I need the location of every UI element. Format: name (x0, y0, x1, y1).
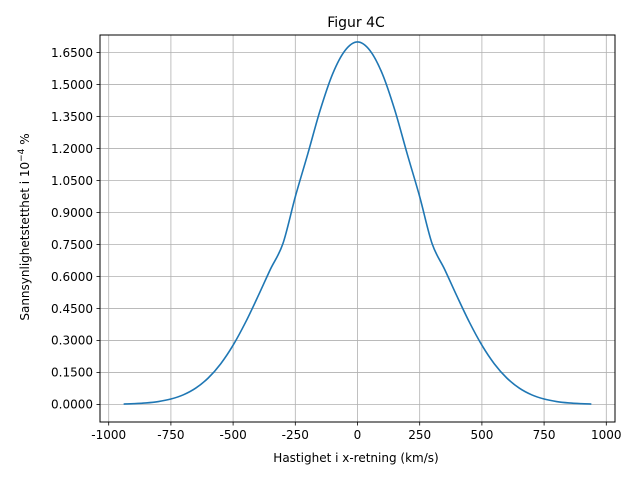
y-tick-label: 0.3000 (51, 334, 93, 348)
y-tick-label: 0.4500 (51, 302, 93, 316)
x-tick-label: 1000 (591, 428, 622, 442)
y-tick-label: 1.5000 (51, 78, 93, 92)
y-axis-label: Sannsynlighetstetthet i 10−4 % (17, 133, 32, 320)
x-axis: -1000 -750 -500 -250 0 250 500 750 1000 (91, 422, 622, 442)
y-tick-label: 0.1500 (51, 366, 93, 380)
series-layer (123, 41, 592, 405)
y-tick-label: 0.6000 (51, 270, 93, 284)
y-axis-label-main: Sannsynlighetstetthet i 10 (18, 162, 32, 321)
y-tick-label: 0.7500 (51, 238, 93, 252)
x-tick-label: -500 (219, 428, 246, 442)
y-tick-label: 0.0000 (51, 398, 93, 412)
grid (100, 35, 615, 422)
y-axis-label-unit: % (18, 133, 32, 148)
y-axis-label-exponent: −4 (17, 148, 27, 162)
x-tick-label: -750 (157, 428, 184, 442)
y-tick-label: 0.9000 (51, 206, 93, 220)
series-line (123, 41, 592, 405)
y-tick-label: 1.3500 (51, 110, 93, 124)
x-tick-label: -1000 (91, 428, 126, 442)
y-tick-label: 1.6500 (51, 46, 93, 60)
x-tick-label: 500 (470, 428, 493, 442)
y-tick-label: 1.2000 (51, 142, 93, 156)
y-tick-label: 1.0500 (51, 174, 93, 188)
x-tick-label: 750 (533, 428, 556, 442)
x-tick-label: -250 (282, 428, 309, 442)
x-tick-label: 0 (354, 428, 362, 442)
x-tick-label: 250 (408, 428, 431, 442)
x-axis-label: Hastighet i x-retning (km/s) (273, 451, 438, 465)
y-axis: 0.0000 0.1500 0.3000 0.4500 0.6000 0.7500 0.90… (51, 46, 100, 412)
chart-title: Figur 4C (327, 15, 385, 31)
